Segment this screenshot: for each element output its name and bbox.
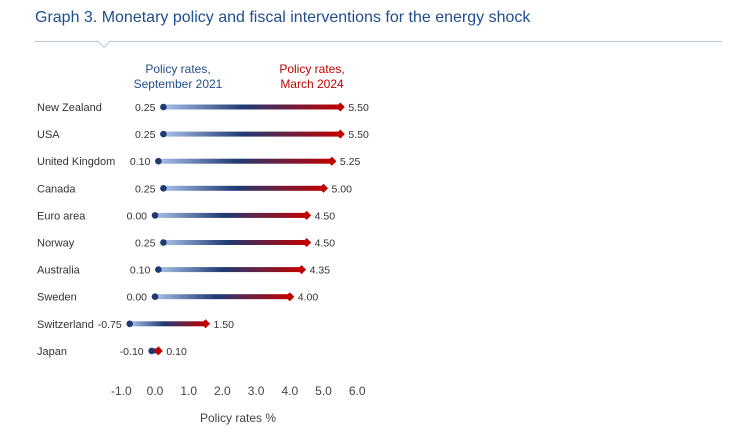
end-value-label: 4.35 [310, 265, 331, 277]
title-rule [35, 41, 722, 42]
end-value-label: 5.50 [348, 102, 369, 114]
end-marker [201, 319, 211, 329]
x-tick-label: -1.0 [111, 384, 132, 398]
dumbbell-bar [163, 240, 307, 245]
dumbbell-bar [155, 294, 290, 300]
start-point [126, 320, 134, 328]
end-marker [335, 102, 345, 112]
dumbbell-bar [163, 131, 341, 137]
end-value-label: 5.25 [340, 156, 361, 168]
start-point [151, 212, 159, 219]
dumbbell-bar [163, 185, 324, 191]
start-point [160, 103, 167, 111]
end-marker [302, 210, 312, 220]
end-value-label: 1.50 [214, 319, 235, 331]
x-tick-label: 3.0 [248, 384, 265, 398]
legend-end-line2: March 2024 [280, 77, 344, 91]
legend-end-label: Policy rates, March 2024 [252, 62, 372, 92]
x-axis-label: Policy rates % [200, 411, 276, 425]
end-marker [327, 156, 337, 166]
legend-start-line2: September 2021 [133, 77, 223, 91]
legend-start-label: Policy rates, September 2021 [118, 62, 238, 92]
start-value-label: 0.25 [135, 183, 156, 195]
end-value-label: 4.00 [298, 292, 319, 304]
dumbbell-bar [163, 104, 341, 110]
category-label: Australia [37, 265, 81, 277]
end-marker [153, 346, 163, 356]
start-value-label: 0.25 [135, 102, 156, 114]
start-point [155, 266, 162, 273]
end-value-label: 5.00 [332, 183, 353, 195]
category-label: Japan [37, 346, 67, 358]
start-value-label: -0.10 [120, 346, 144, 358]
legend-end-line1: Policy rates, [279, 62, 345, 76]
end-marker [285, 292, 295, 302]
category-label: New Zealand [37, 102, 102, 114]
category-label: United Kingdom [37, 156, 115, 168]
start-point [160, 239, 167, 246]
end-marker [319, 183, 328, 193]
dumbbell-bar [158, 267, 302, 273]
category-label: Norway [37, 238, 75, 250]
x-tick-label: 0.0 [147, 384, 164, 398]
category-label: Switzerland [37, 319, 94, 331]
start-value-label: 0.10 [130, 156, 151, 168]
x-tick-label: 4.0 [281, 384, 298, 398]
start-point [160, 130, 167, 138]
dumbbell-bar [129, 321, 206, 327]
end-marker [302, 238, 312, 247]
x-tick-label: 1.0 [180, 384, 197, 398]
end-value-label: 4.50 [315, 238, 336, 250]
start-point [155, 157, 162, 165]
start-point [160, 185, 167, 192]
category-label: Euro area [37, 210, 86, 222]
dumbbell-bar [158, 158, 332, 164]
start-value-label: -0.75 [98, 319, 122, 331]
start-value-label: 0.00 [127, 210, 148, 222]
end-marker [297, 265, 307, 275]
legend-start-line1: Policy rates, [145, 62, 211, 76]
chart-title: Graph 3. Monetary policy and fiscal inte… [35, 9, 531, 26]
x-tick-label: 2.0 [214, 384, 231, 398]
end-value-label: 0.10 [166, 346, 187, 358]
start-point [151, 293, 159, 301]
category-label: Sweden [37, 292, 77, 304]
start-value-label: 0.25 [135, 129, 156, 141]
dumbbell-bar [155, 212, 307, 218]
start-value-label: 0.10 [130, 265, 151, 277]
end-marker [335, 129, 345, 139]
start-value-label: 0.25 [135, 238, 156, 250]
category-label: Canada [37, 183, 76, 195]
start-point [148, 347, 155, 355]
x-tick-label: 6.0 [349, 384, 366, 398]
x-tick-label: 5.0 [315, 384, 332, 398]
start-value-label: 0.00 [127, 292, 148, 304]
end-value-label: 4.50 [315, 210, 336, 222]
category-label: USA [37, 129, 60, 141]
end-value-label: 5.50 [348, 129, 369, 141]
